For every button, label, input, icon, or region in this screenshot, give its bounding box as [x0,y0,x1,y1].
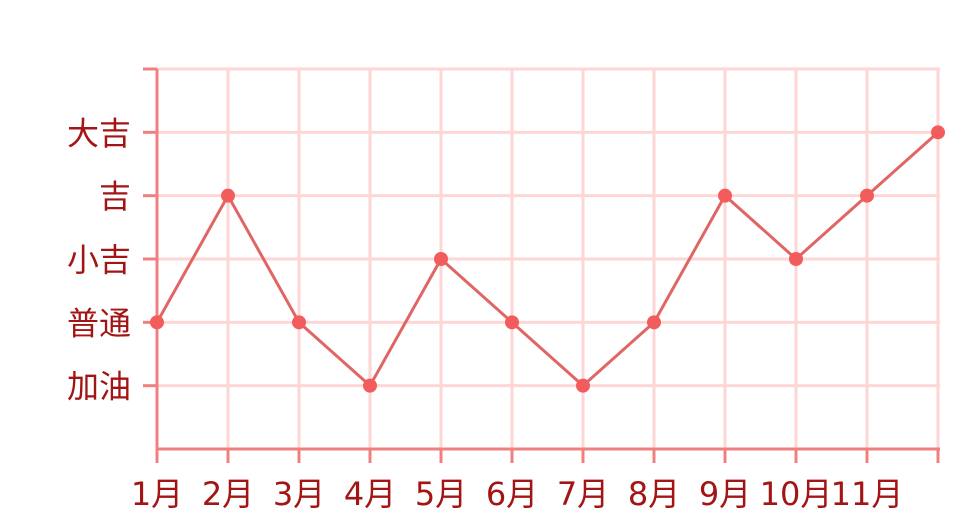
data-point [221,188,235,203]
data-point [363,378,377,393]
data-point [789,252,803,266]
data-point [292,315,306,330]
data-point [718,188,732,203]
x-tick-label: 6月 [486,475,538,513]
x-tick-label: 8月 [628,475,680,513]
data-point [860,188,874,203]
x-tick-label: 9月 [699,475,751,513]
x-tick-label: 4月 [344,475,396,513]
y-tick-label: 吉 [99,178,131,216]
y-tick-label: 普通 [67,304,131,342]
x-tick-label: 7月 [557,475,609,513]
data-point [505,315,519,330]
x-tick-label: 5月 [415,475,467,513]
data-point [434,252,448,266]
x-tick-label: 3月 [273,475,325,513]
data-point [931,125,945,140]
x-tick-label: 2月 [202,475,254,513]
x-tick-label: 1月 [131,475,183,513]
y-tick-label: 大吉 [67,114,131,152]
series-line [155,131,939,388]
data-point [576,378,590,393]
x-tick-label: 10月 [760,475,833,513]
y-tick-label: 小吉 [67,241,131,279]
y-tick-label: 加油 [67,368,131,406]
data-point [647,315,661,330]
data-point [150,315,164,330]
x-tick-label: 11月 [831,475,904,513]
